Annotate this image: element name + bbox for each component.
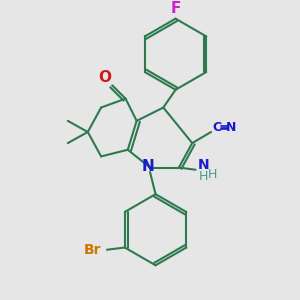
- Text: Br: Br: [84, 243, 101, 257]
- Text: N: N: [197, 158, 209, 172]
- Text: H: H: [199, 170, 208, 183]
- Text: N: N: [141, 159, 154, 174]
- Text: O: O: [98, 70, 111, 85]
- Text: H: H: [208, 168, 217, 181]
- Text: N: N: [226, 121, 236, 134]
- Text: F: F: [170, 1, 181, 16]
- Text: C: C: [212, 121, 221, 134]
